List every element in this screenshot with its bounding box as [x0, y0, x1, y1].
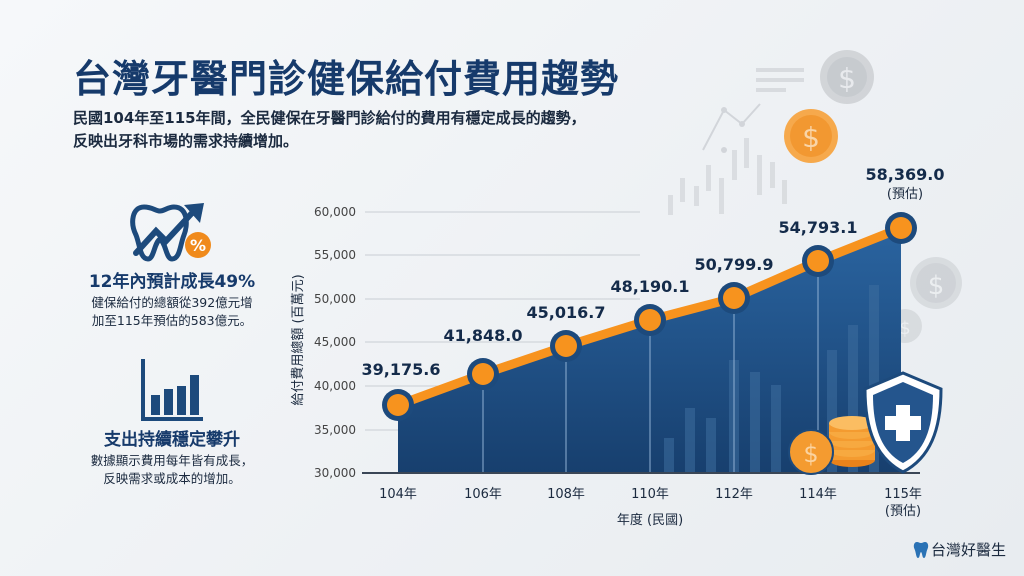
y-tick: 60,000	[314, 205, 356, 219]
y-axis-title: 給付費用總額 (百萬元)	[290, 274, 306, 405]
x-axis-title: 年度 (民國)	[617, 512, 683, 528]
subtitle-line-1: 民國104年至115年間，全民健保在牙醫門診給付的費用有穩定成長的趨勢，	[73, 109, 586, 127]
y-axis: 30,000 35,000 40,000 45,000 50,000 55,00…	[290, 205, 356, 480]
y-tick: 45,000	[314, 335, 356, 349]
data-point	[550, 330, 582, 362]
data-label: 58,369.0	[866, 165, 945, 184]
coin-stack-icon: $	[788, 416, 875, 475]
decorative-background: $ $ $ $	[668, 50, 962, 343]
x-tick: 106年	[464, 487, 502, 502]
data-point	[634, 304, 666, 336]
x-tick: 104年	[379, 487, 417, 502]
y-tick: 30,000	[314, 466, 356, 480]
data-markers	[382, 212, 917, 421]
tooth-icon	[913, 541, 929, 558]
y-tick: 55,000	[314, 248, 356, 262]
x-tick: 108年	[547, 487, 585, 502]
subtitle-line-2: 反映出牙科市場的需求持續增加。	[73, 132, 299, 150]
drop-lines	[482, 261, 819, 473]
feature-growth-desc-line-2: 加至115年預估的583億元。	[91, 313, 253, 328]
data-label: 48,190.1	[611, 277, 690, 296]
svg-text:$: $	[899, 318, 910, 339]
svg-text:$: $	[803, 440, 818, 468]
feature-steady-rise-title: 支出持續穩定攀升	[104, 430, 240, 450]
svg-text:$: $	[838, 62, 856, 95]
y-tick: 35,000	[314, 423, 356, 437]
shield-plus-icon	[863, 371, 943, 474]
dollar-coin-gray-icon: $	[820, 50, 874, 104]
data-label: 45,016.7	[527, 303, 606, 322]
data-label: 41,848.0	[444, 326, 523, 345]
data-label: 50,799.9	[695, 255, 774, 274]
data-label: 39,175.6	[362, 360, 441, 379]
percent-badge: %	[190, 236, 206, 255]
tooth-growth-arrow-icon: %	[130, 203, 211, 262]
feature-growth: % 12年內預計成長49% 健保給付的總額從392億元增 加至115年預估的58…	[62, 195, 282, 330]
x-tick-note: (預估)	[885, 504, 921, 519]
brand-logo: 台灣好醫生	[913, 539, 1006, 560]
feature-growth-desc-line-1: 健保給付的總額從392億元增	[91, 295, 253, 310]
feature-steady-rise: 支出持續穩定攀升 數據顯示費用每年皆有成長， 反映需求或成本的增加。	[62, 355, 282, 488]
feature-growth-title: 12年內預計成長49%	[88, 272, 256, 292]
x-tick: 110年	[631, 487, 669, 502]
feature-steady-rise-desc-line-2: 反映需求或成本的增加。	[103, 471, 241, 486]
feature-steady-rise-desc-line-1: 數據顯示費用每年皆有成長，	[90, 453, 254, 468]
svg-text:$: $	[802, 121, 820, 154]
data-point	[802, 245, 834, 277]
x-tick: 112年	[715, 487, 753, 502]
y-tick: 40,000	[314, 379, 356, 393]
brand-name: 台灣好醫生	[930, 541, 1006, 559]
data-point	[382, 389, 414, 421]
data-point	[885, 212, 917, 244]
y-tick: 50,000	[314, 292, 356, 306]
x-tick: 114年	[799, 487, 837, 502]
dollar-coin-gray-icon: $ $	[888, 257, 962, 343]
data-point	[467, 358, 499, 390]
dollar-coin-orange-icon: $	[784, 109, 838, 163]
feature-steady-rise-desc: 數據顯示費用每年皆有成長， 反映需求或成本的增加。	[62, 452, 282, 488]
data-label: 54,793.1	[779, 218, 858, 237]
data-point	[718, 282, 750, 314]
page-subtitle: 民國104年至115年間，全民健保在牙醫門診給付的費用有穩定成長的趨勢， 反映出…	[73, 107, 633, 153]
x-axis: 104年 106年 108年 110年 112年 114年 115年 (預估) …	[379, 487, 922, 528]
feature-growth-desc: 健保給付的總額從392億元增 加至115年預估的583億元。	[62, 294, 282, 330]
x-tick: 115年	[884, 487, 922, 502]
bar-chart-icon	[141, 359, 203, 421]
data-label-note: (預估)	[887, 187, 923, 202]
page-title: 台灣牙醫門診健保給付費用趨勢	[73, 57, 620, 101]
data-labels: 39,175.6 41,848.0 45,016.7 48,190.1 50,7…	[362, 165, 945, 379]
svg-text:$: $	[928, 271, 945, 301]
